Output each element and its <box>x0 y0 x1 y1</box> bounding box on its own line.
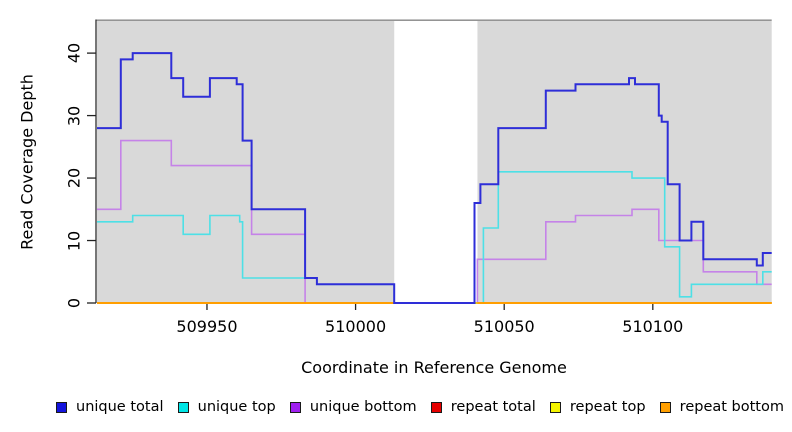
y-tick-label: 40 <box>64 42 84 64</box>
x-tick-label: 510000 <box>325 317 387 336</box>
legend-swatch-repeat-total <box>430 401 442 413</box>
x-tick-label: 509950 <box>176 317 238 336</box>
legend-label: repeat total <box>450 399 536 415</box>
legend-item-repeat-total: repeat total <box>430 399 536 415</box>
legend-label: unique bottom <box>309 399 417 415</box>
legend-item-unique-bottom: unique bottom <box>289 399 417 415</box>
legend-item-repeat-bottom: repeat bottom <box>659 399 784 415</box>
y-tick-label: 30 <box>64 105 84 126</box>
legend-swatch-repeat-bottom <box>659 401 671 413</box>
legend-item-unique-total: unique total <box>56 399 164 415</box>
legend-item-repeat-top: repeat top <box>549 399 646 415</box>
legend-label: repeat top <box>569 399 646 415</box>
legend-swatch-unique-top <box>177 401 189 413</box>
x-tick-label: 510100 <box>622 317 684 336</box>
legend-label: unique top <box>197 399 276 415</box>
y-axis-title: Read Coverage Depth <box>17 74 37 250</box>
x-tick-label: 510050 <box>473 317 535 336</box>
covered-region-0 <box>97 21 395 303</box>
legend-swatch-unique-total <box>56 401 67 413</box>
chart-legend: unique total unique top unique bottom repea… <box>56 399 784 415</box>
legend-swatch-repeat-top <box>549 401 561 413</box>
legend-item-unique-top: unique top <box>177 399 276 415</box>
x-axis-title: Coordinate in Reference Genome <box>301 358 567 377</box>
y-tick-label: 20 <box>64 167 84 189</box>
legend-swatch-unique-bottom <box>289 401 301 413</box>
series-unique-total <box>97 52 772 304</box>
legend-label: unique total <box>76 399 164 415</box>
y-tick-label: 0 <box>64 297 84 309</box>
covered-region-1 <box>477 21 772 303</box>
legend-label: repeat bottom <box>679 399 784 415</box>
y-tick-label: 10 <box>64 230 84 251</box>
